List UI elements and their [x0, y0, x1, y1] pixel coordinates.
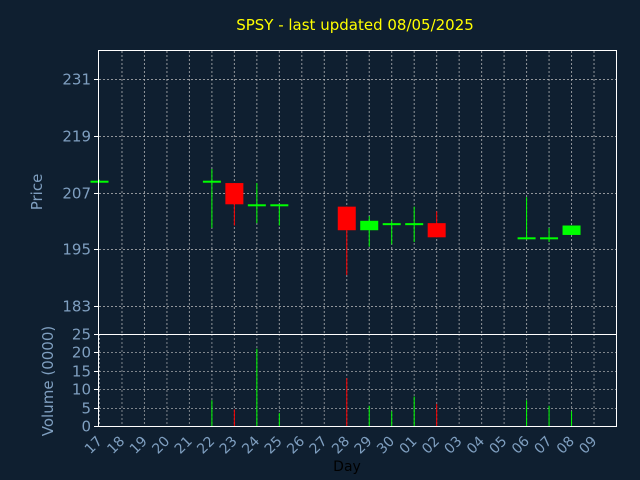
volume-tick-label: 0: [81, 418, 91, 436]
chart-title: SPSY - last updated 08/05/2025: [236, 16, 474, 34]
volume-tick-label: 25: [72, 326, 91, 344]
candle-body: [540, 237, 559, 240]
candle-body: [225, 183, 244, 205]
candle-body: [90, 180, 109, 183]
grid-layer: [99, 51, 616, 426]
volume-tick-label: 20: [72, 344, 91, 362]
volume-tick-label: 15: [72, 363, 91, 381]
candle-body: [247, 204, 266, 207]
price-tick-label: 195: [62, 241, 91, 259]
price-tick-label: 207: [62, 185, 91, 203]
candle-body: [427, 223, 446, 238]
x-axis-label: Day: [333, 459, 361, 475]
price-tick-label: 183: [62, 298, 91, 316]
candle-body: [517, 237, 536, 240]
y-axis-label: Price: [28, 174, 46, 211]
candle-body: [562, 225, 581, 235]
candle-body: [337, 206, 356, 231]
candle-body: [202, 180, 221, 183]
candle-body: [360, 220, 379, 231]
candle-body: [270, 204, 289, 207]
volume-tick-label: 5: [81, 400, 91, 418]
volume-layer: [211, 348, 573, 426]
volume-tick-label: 10: [72, 381, 91, 399]
candle-layer: [90, 168, 581, 276]
volume-panel-frame: [98, 334, 617, 427]
volume-axis-label: Volume (0000): [39, 326, 57, 436]
candle-body: [382, 223, 401, 226]
price-tick-label: 231: [62, 71, 91, 89]
candle-body: [405, 223, 424, 226]
price-tick-label: 219: [62, 128, 91, 146]
